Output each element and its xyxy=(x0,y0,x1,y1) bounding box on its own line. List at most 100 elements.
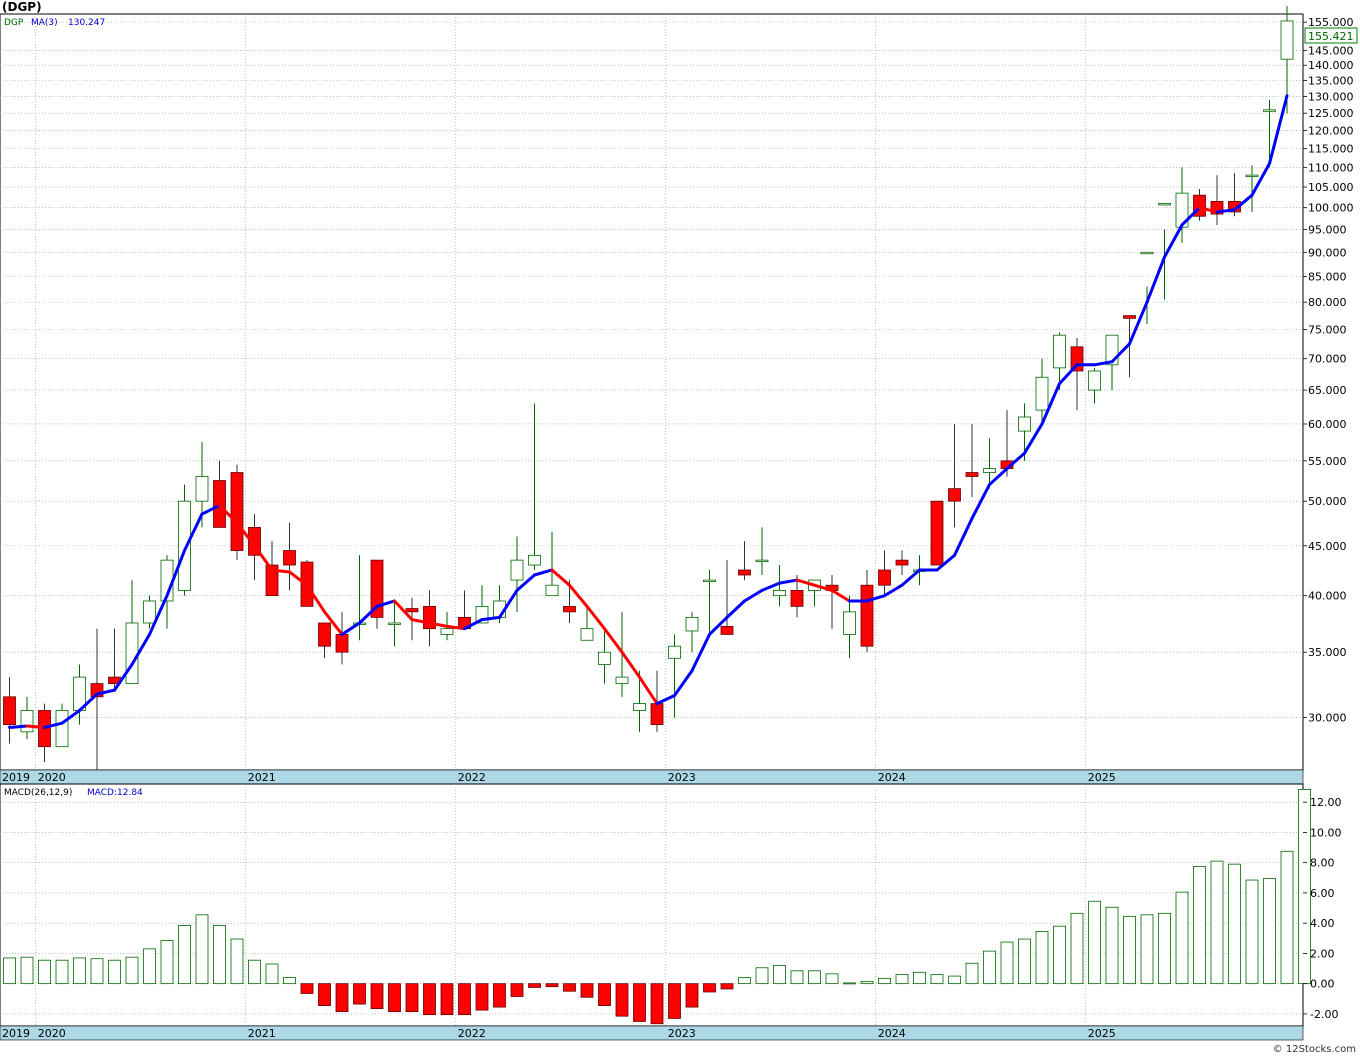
ma-segment xyxy=(323,610,344,636)
candle-body xyxy=(983,468,996,473)
ma-segment xyxy=(1268,94,1289,165)
macd-bar xyxy=(790,970,804,985)
ma-segment xyxy=(603,627,624,654)
candle-body xyxy=(405,608,419,613)
macd-bar xyxy=(615,983,629,1017)
macd-bar xyxy=(843,982,856,985)
candle-body xyxy=(895,559,909,566)
macd-bar xyxy=(1298,789,1311,985)
candle-body xyxy=(178,500,191,591)
macd-bar xyxy=(860,980,874,985)
ma-segment xyxy=(1180,206,1201,227)
macd-bar xyxy=(1105,906,1119,985)
candle-body xyxy=(510,559,524,581)
price-grid xyxy=(0,14,1303,770)
macd-bar xyxy=(773,965,786,985)
macd-bar xyxy=(913,971,926,985)
macd-bar xyxy=(668,983,681,1019)
ma-segment xyxy=(1163,223,1184,259)
candle-body xyxy=(650,703,664,725)
watermark: © 12Stocks.com xyxy=(1273,1044,1356,1055)
ma-segment xyxy=(1215,208,1236,214)
macd-bar xyxy=(965,962,979,985)
ma-segment xyxy=(515,573,536,592)
ma-segment xyxy=(953,516,974,557)
macd-y-axis: 12.00 10.00 8.00 6.00 4.00 2.00 0.00 -2.00 xyxy=(1303,796,1342,1021)
price-y-tick-label: 60.000 xyxy=(1308,418,1347,431)
ma-segment xyxy=(988,467,1009,487)
ma-segment xyxy=(410,618,431,625)
macd-bar xyxy=(1000,941,1014,985)
candle-body xyxy=(965,472,979,477)
ma-segment xyxy=(463,618,484,631)
macd-bar xyxy=(230,938,244,985)
macd-x-axis: 2019 2020 2021 2022 2023 2024 2025 xyxy=(2,1027,1116,1040)
macd-bar xyxy=(1158,912,1171,985)
macd-bar xyxy=(563,983,576,992)
ma-segment xyxy=(95,688,116,696)
macd-bar xyxy=(878,977,891,985)
x-axis-year-label: 2022 xyxy=(458,1027,486,1040)
ma-segment xyxy=(638,675,659,706)
x-axis-year-label: 2019 xyxy=(2,771,30,784)
ma-segment xyxy=(480,615,501,622)
x-axis-year-label: 2021 xyxy=(248,1027,276,1040)
ma-segment xyxy=(1093,360,1114,367)
macd-bar xyxy=(423,983,436,1016)
candle-body xyxy=(195,476,209,502)
ma-segment xyxy=(883,583,904,598)
price-y-tick-label: 40.000 xyxy=(1308,590,1347,603)
x-axis-year-label: 2025 xyxy=(1088,1027,1116,1040)
candle-body xyxy=(20,710,34,733)
ma-segment xyxy=(235,521,256,548)
macd-y-tick-label: 6.00 xyxy=(1310,887,1335,900)
price-y-tick-label: 80.000 xyxy=(1308,296,1347,309)
price-y-tick-label: 125.000 xyxy=(1308,107,1354,120)
macd-bar xyxy=(510,983,524,997)
ma-segment xyxy=(1145,255,1166,304)
candle-body xyxy=(335,634,349,653)
candle-body xyxy=(668,645,681,659)
price-y-tick-label: 155.000 xyxy=(1308,16,1354,29)
legend-ma-label: MA(3) xyxy=(31,18,58,28)
ma-segment xyxy=(760,581,781,592)
macd-bar xyxy=(143,948,156,985)
x-axis-year-label: 2020 xyxy=(38,771,66,784)
last-price-label: 155.421 xyxy=(1308,30,1354,43)
ma-segment xyxy=(200,503,221,516)
price-y-tick-label: 70.000 xyxy=(1308,353,1347,366)
ma-segment xyxy=(270,568,291,574)
macd-bar xyxy=(458,983,471,1016)
ma-segment xyxy=(865,594,886,603)
macd-bar xyxy=(1123,915,1136,985)
candle-body xyxy=(143,600,156,624)
candle-body xyxy=(755,559,769,563)
ma-segment xyxy=(498,588,519,619)
macd-bar xyxy=(703,983,716,993)
macd-bar xyxy=(1018,938,1031,985)
ma-segment xyxy=(288,570,309,587)
candle-body xyxy=(1245,174,1259,177)
ma-segment xyxy=(375,599,396,608)
macd-histogram xyxy=(3,789,1311,1025)
macd-bar xyxy=(318,983,331,1006)
candle-body xyxy=(230,472,244,551)
candle-body xyxy=(738,569,751,576)
macd-bar xyxy=(38,959,51,985)
price-y-tick-label: 30.000 xyxy=(1308,711,1347,724)
macd-bar xyxy=(1210,860,1224,985)
ma-segment xyxy=(568,583,589,608)
ma-segment xyxy=(1128,300,1149,346)
macd-bar xyxy=(55,959,69,985)
macd-value-label: MACD:12.84 xyxy=(87,788,143,798)
chart-title: (DGP) xyxy=(2,0,42,14)
x-axis-year-label: 2024 xyxy=(878,1027,906,1040)
price-y-tick-label: 55.000 xyxy=(1308,455,1347,468)
ma-segment xyxy=(725,599,746,619)
candle-body xyxy=(1280,20,1294,60)
macd-bar xyxy=(388,983,401,1013)
price-y-tick-label: 95.000 xyxy=(1308,223,1347,236)
ma-segment xyxy=(935,553,956,572)
ma-segment xyxy=(655,693,676,706)
